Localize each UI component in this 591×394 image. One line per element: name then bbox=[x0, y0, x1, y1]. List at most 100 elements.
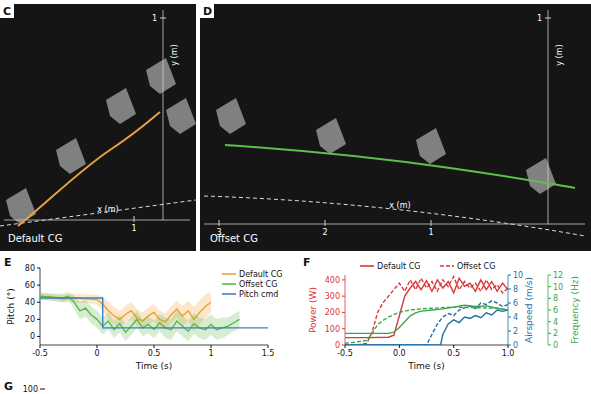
photo-x-label: x (m) bbox=[97, 205, 118, 214]
photo-y-label: y (m) bbox=[555, 44, 564, 65]
y3-tick bbox=[548, 345, 551, 346]
x-axis-label: Time (s) bbox=[407, 361, 445, 371]
series-line bbox=[345, 301, 508, 345]
y-tick bbox=[37, 302, 40, 303]
bird-snapshot bbox=[416, 128, 446, 164]
panel-caption: Offset CG bbox=[210, 233, 258, 244]
x-tick-label: 0 bbox=[94, 349, 99, 358]
y-tick bbox=[342, 345, 345, 346]
legend: Default CG Offset CG bbox=[360, 262, 495, 271]
y3-tick bbox=[548, 275, 551, 276]
x-tick-label: 1.5 bbox=[262, 349, 275, 358]
y3-tick-label: 2 bbox=[553, 329, 558, 338]
y-tick-label: 0 bbox=[335, 341, 340, 350]
plot-area bbox=[40, 292, 268, 342]
y3-tick-label: 10 bbox=[553, 283, 563, 292]
x-tick bbox=[40, 345, 41, 348]
legend-swatch bbox=[222, 273, 236, 275]
photo-panel: 3211x (m)y (m)Offset CGD bbox=[200, 4, 591, 251]
y-tick-label: 200 bbox=[325, 308, 340, 317]
bird-snapshot bbox=[166, 98, 196, 134]
x-tick bbox=[399, 345, 400, 348]
panel-caption: Default CG bbox=[8, 233, 62, 244]
x-tick bbox=[268, 345, 269, 348]
legend-label: Pitch cmd bbox=[239, 290, 278, 299]
photo-y-axis bbox=[163, 10, 164, 220]
legend-swatch bbox=[440, 265, 454, 267]
y3-tick bbox=[548, 286, 551, 287]
y-tick-label: 60 bbox=[25, 281, 35, 290]
chart: F-0.50.00.51.0Time (s)0100200300400Power… bbox=[303, 256, 580, 371]
bird-snapshot bbox=[216, 98, 246, 134]
y3-tick-label: 0 bbox=[553, 341, 558, 350]
y-tick bbox=[37, 268, 40, 269]
photo-x-tick bbox=[134, 216, 135, 222]
bird-snapshot bbox=[526, 158, 556, 194]
y-tick bbox=[37, 336, 40, 337]
panel-label: F bbox=[303, 256, 311, 269]
y3-tick-label: 6 bbox=[553, 306, 558, 315]
y-tick-label: 300 bbox=[325, 292, 340, 301]
series-line bbox=[345, 310, 508, 345]
y-tick-label: 0 bbox=[30, 332, 35, 341]
trajectory bbox=[225, 145, 575, 188]
ground-line bbox=[204, 196, 585, 236]
y-tick bbox=[342, 312, 345, 313]
y-tick-label: 400 bbox=[325, 276, 340, 285]
legend-label: Default CG bbox=[239, 270, 283, 279]
panel-label: D bbox=[203, 5, 212, 18]
photo-x-tick-label: 1 bbox=[428, 228, 433, 237]
y-tick-label: 80 bbox=[25, 264, 35, 273]
y-tick bbox=[342, 279, 345, 280]
y-axis-label: Pitch (°) bbox=[6, 288, 16, 324]
series-line bbox=[40, 298, 268, 328]
y-tick-label: 100 bbox=[23, 385, 38, 394]
y2-tick bbox=[508, 331, 511, 332]
y3-tick bbox=[548, 298, 551, 299]
x-tick bbox=[97, 345, 98, 348]
y2-tick-label: 2 bbox=[513, 327, 518, 336]
y2-tick-label: 0 bbox=[513, 341, 518, 350]
photo-x-tick bbox=[219, 220, 220, 226]
series-line bbox=[345, 307, 508, 343]
photo-x-axis bbox=[4, 220, 190, 221]
error-band bbox=[40, 292, 240, 342]
y2-tick bbox=[508, 303, 511, 304]
panel-label: E bbox=[4, 256, 12, 269]
y3-tick-label: 4 bbox=[553, 318, 558, 327]
legend-label: Offset CG bbox=[239, 280, 277, 289]
plot-area bbox=[345, 277, 508, 345]
y-axis-label: Power (W) bbox=[308, 287, 318, 333]
y-axis bbox=[345, 275, 346, 345]
y2-tick-label: 8 bbox=[513, 285, 518, 294]
panel-g: G100 bbox=[4, 380, 45, 394]
x-tick-label: 1 bbox=[208, 349, 213, 358]
y2-tick bbox=[508, 345, 511, 346]
photo-x-axis bbox=[204, 224, 585, 225]
photo-background bbox=[200, 4, 591, 251]
y2-tick bbox=[508, 317, 511, 318]
legend-label: Default CG bbox=[377, 262, 421, 271]
y-tick-label: 100 bbox=[325, 325, 340, 334]
y2-tick bbox=[508, 289, 511, 290]
x-tick-label: 1.0 bbox=[502, 349, 515, 358]
panel-label: C bbox=[3, 5, 11, 18]
y-tick-label: 20 bbox=[25, 315, 35, 324]
y2-tick-label: 4 bbox=[513, 313, 518, 322]
x-tick-label: -0.5 bbox=[32, 349, 48, 358]
photo-y-tick-label: 1 bbox=[537, 14, 542, 23]
y3-tick bbox=[548, 310, 551, 311]
legend: Default CGOffset CGPitch cmd bbox=[222, 270, 283, 299]
legend-label: Offset CG bbox=[457, 262, 495, 271]
y2-tick-label: 10 bbox=[513, 271, 523, 280]
y-tick bbox=[37, 319, 40, 320]
x-tick bbox=[154, 345, 155, 348]
photo-y-tick-label: 1 bbox=[152, 14, 157, 23]
series-line bbox=[40, 296, 240, 332]
x-tick bbox=[211, 345, 212, 348]
y3-tick bbox=[548, 333, 551, 334]
x-tick bbox=[453, 345, 454, 348]
x-tick-label: 0.5 bbox=[447, 349, 460, 358]
legend-swatch bbox=[222, 283, 236, 285]
series-line bbox=[345, 305, 508, 333]
